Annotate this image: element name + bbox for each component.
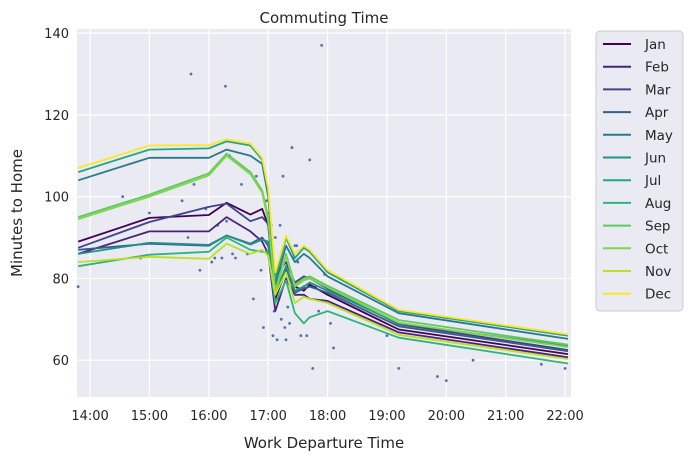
scatter-point [299, 334, 303, 338]
scatter-point [121, 195, 125, 199]
legend-label-mar: Mar [645, 82, 671, 98]
legend-label-jan: Jan [644, 37, 666, 53]
x-tick-label: 21:00 [487, 409, 524, 424]
scatter-point [290, 146, 294, 149]
scatter-point [192, 182, 196, 186]
scatter-point [220, 256, 224, 260]
y-axis-label: Minutes to Home [8, 149, 26, 277]
legend-label-aug: Aug [645, 196, 671, 212]
scatter-point [444, 379, 448, 383]
scatter-point [259, 268, 263, 272]
x-axis-ticks: 14:00 15:00 16:00 17:00 18:00 19:00 20:00 21:00… [71, 409, 583, 424]
scatter-point [213, 256, 217, 260]
scatter-point [305, 334, 309, 338]
scatter-point [320, 43, 324, 47]
legend-label-dec: Dec [645, 287, 671, 303]
scatter-point [240, 182, 243, 186]
scatter-point [311, 366, 315, 370]
x-tick-label: 14:00 [71, 409, 108, 424]
scatter-point [186, 236, 190, 239]
x-tick-label: 22:00 [546, 409, 583, 424]
series-line-jul [77, 140, 569, 337]
series-line-aug [78, 236, 569, 365]
scatter-point [332, 346, 335, 350]
scatter-point [210, 260, 214, 264]
legend-label-feb: Feb [645, 60, 669, 76]
scatter-point [283, 326, 287, 329]
x-tick-label: 19:00 [368, 409, 405, 424]
legend-label-jul: Jul [644, 173, 661, 189]
legend-label-apr: Apr [645, 105, 669, 121]
scatter-point [329, 322, 332, 325]
scatter-point [76, 285, 80, 288]
scatter-point [317, 309, 321, 313]
scatter-point [281, 174, 285, 178]
legend-label-nov: Nov [645, 264, 671, 280]
series-line-dec [77, 138, 569, 336]
x-tick-label: 17:00 [249, 409, 286, 424]
scatter-point [254, 174, 258, 178]
scatter-point [563, 366, 567, 370]
scatter-point [231, 252, 234, 256]
scatter-point [265, 199, 268, 203]
scatter-point [271, 334, 275, 338]
y-tick-label: 140 [44, 27, 69, 42]
scatter-point [180, 199, 184, 203]
scatter-point [225, 219, 229, 223]
scatter-point [234, 256, 237, 260]
scatter-point [397, 366, 401, 370]
y-tick-label: 60 [52, 354, 69, 369]
scatter-point [471, 358, 475, 362]
x-tick-label: 18:00 [309, 409, 346, 424]
x-tick-label: 15:00 [131, 409, 168, 424]
legend: Jan Feb Mar Apr May Jun Jul Aug Sep Oct Nov Dec [595, 30, 684, 312]
plot-area [77, 29, 571, 397]
scatter-point [262, 326, 265, 329]
scatter-point [273, 236, 277, 239]
legend-frame [595, 30, 684, 312]
x-tick-label: 20:00 [428, 409, 465, 424]
scatter-point [284, 338, 288, 342]
legend-label-sep: Sep [645, 219, 670, 235]
series-lines [77, 138, 569, 365]
scatter-point [251, 297, 255, 301]
grid [77, 29, 571, 397]
scatter-point [278, 223, 282, 227]
x-tick-label: 16:00 [190, 409, 227, 424]
x-axis-label: Work Departure Time [244, 434, 404, 452]
legend-label-oct: Oct [645, 241, 668, 257]
y-tick-label: 100 [44, 191, 69, 206]
y-tick-label: 120 [44, 109, 69, 124]
legend-label-may: May [645, 128, 673, 144]
y-axis-ticks: 60 80 100 120 140 [44, 27, 69, 369]
chart-title: Commuting Time [260, 9, 389, 27]
scatter-point [295, 244, 299, 248]
scatter-point [224, 84, 227, 88]
scatter-point [436, 375, 439, 378]
legend-label-jun: Jun [644, 151, 666, 167]
scatter-point [279, 317, 283, 321]
series-line-feb [77, 216, 569, 359]
scatter-point [308, 158, 312, 162]
scatter-point [189, 72, 193, 76]
y-tick-label: 80 [52, 272, 69, 287]
scatter-point [288, 322, 291, 325]
scatter-point [385, 334, 389, 338]
scatter-point [275, 338, 279, 342]
scatter-point [198, 268, 202, 272]
scatter-point [286, 305, 290, 309]
scatter-point [296, 260, 300, 264]
scatter-point [148, 211, 151, 215]
scatter-point [539, 362, 543, 366]
series-line-nov [78, 242, 569, 360]
